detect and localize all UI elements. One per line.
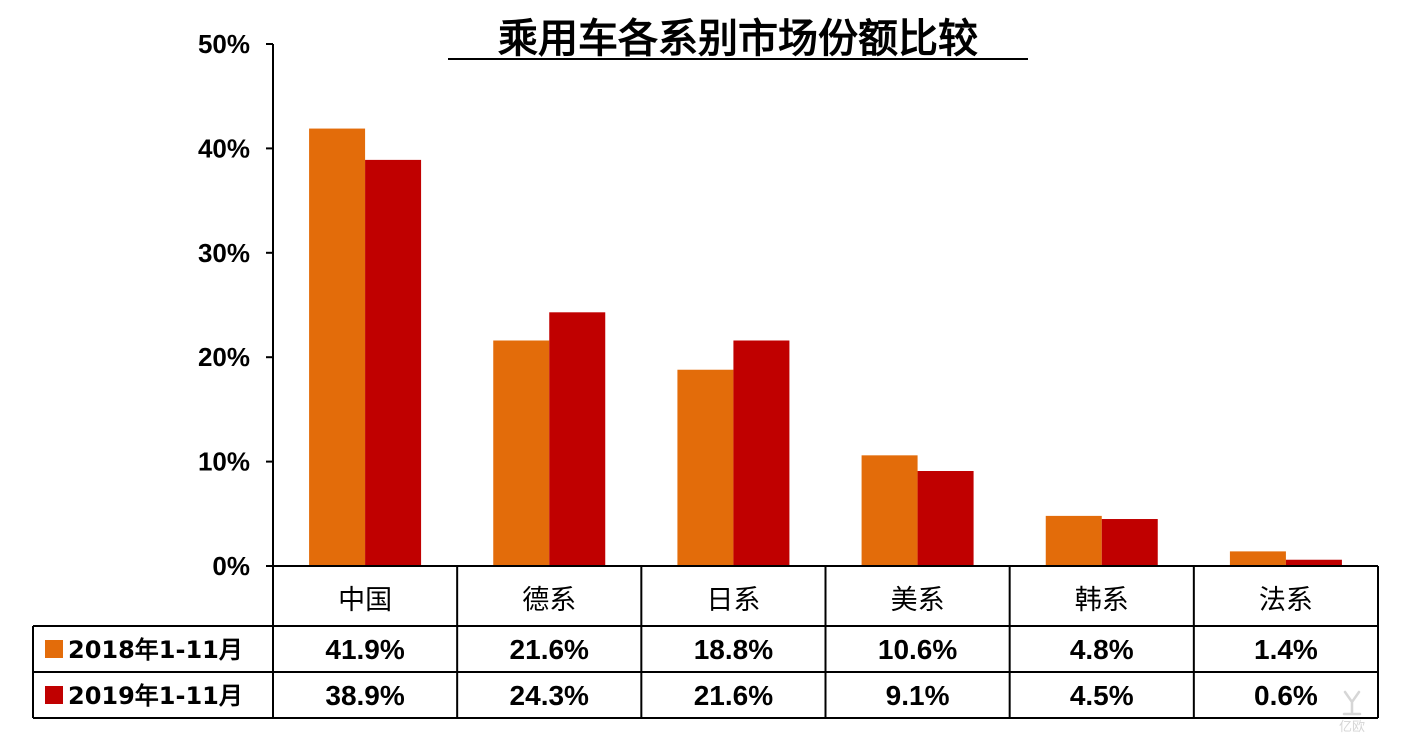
legend-label: 2018年1-11月 [68, 636, 243, 664]
data-label: 10.6% [878, 634, 957, 665]
y-axis: 0% 10% 20% 30% 40% 50% [198, 29, 274, 581]
data-label: 38.9% [325, 680, 404, 711]
category-label: 法系 [1259, 585, 1313, 616]
bar-2018-0 [309, 128, 366, 566]
bar-2019-5 [1285, 559, 1342, 566]
legend-swatch [45, 686, 63, 704]
y-tick-label: 50% [198, 29, 250, 59]
bar-2019-1 [549, 312, 606, 566]
category-label: 德系 [522, 585, 576, 616]
bar-2019-0 [365, 159, 422, 566]
legend-label: 2019年1-11月 [68, 682, 243, 710]
bar-2018-2 [677, 369, 734, 566]
chart-title: 乘用车各系别市场份额比较 [498, 16, 978, 62]
data-label: 9.1% [886, 680, 950, 711]
bar-2018-5 [1229, 551, 1286, 566]
bar-2019-4 [1101, 519, 1158, 566]
y-tick-label: 30% [198, 238, 250, 268]
data-label: 41.9% [325, 634, 404, 665]
y-tick-label: 40% [198, 133, 250, 163]
y-tick-label: 0% [212, 551, 250, 581]
y-tick-label: 10% [198, 447, 250, 477]
data-label: 21.6% [510, 634, 589, 665]
data-label: 4.8% [1070, 634, 1134, 665]
bar-series [309, 128, 1342, 566]
watermark-icon [1342, 690, 1362, 716]
category-label: 美系 [891, 585, 945, 616]
data-table: 中国 德系 日系 美系 韩系 法系 2018年1-11月 41.9% 21.6% 18.8% 10.… [32, 565, 1379, 719]
data-label: 24.3% [510, 680, 589, 711]
bar-2018-1 [493, 340, 550, 566]
watermark-logo: 亿欧 [1339, 690, 1365, 735]
legend-swatch [45, 640, 63, 658]
bar-2018-4 [1045, 515, 1102, 566]
category-label: 中国 [338, 585, 392, 616]
data-label: 21.6% [694, 680, 773, 711]
data-label: 18.8% [694, 634, 773, 665]
data-label: 4.5% [1070, 680, 1134, 711]
bar-2018-3 [861, 455, 918, 566]
y-tick-label: 20% [198, 342, 250, 372]
data-label: 0.6% [1254, 680, 1318, 711]
category-label: 日系 [706, 585, 760, 616]
category-label: 韩系 [1075, 585, 1129, 616]
bar-2019-2 [733, 340, 790, 566]
watermark-text: 亿欧 [1339, 720, 1365, 735]
bar-2019-3 [917, 470, 974, 566]
data-label: 1.4% [1254, 634, 1318, 665]
